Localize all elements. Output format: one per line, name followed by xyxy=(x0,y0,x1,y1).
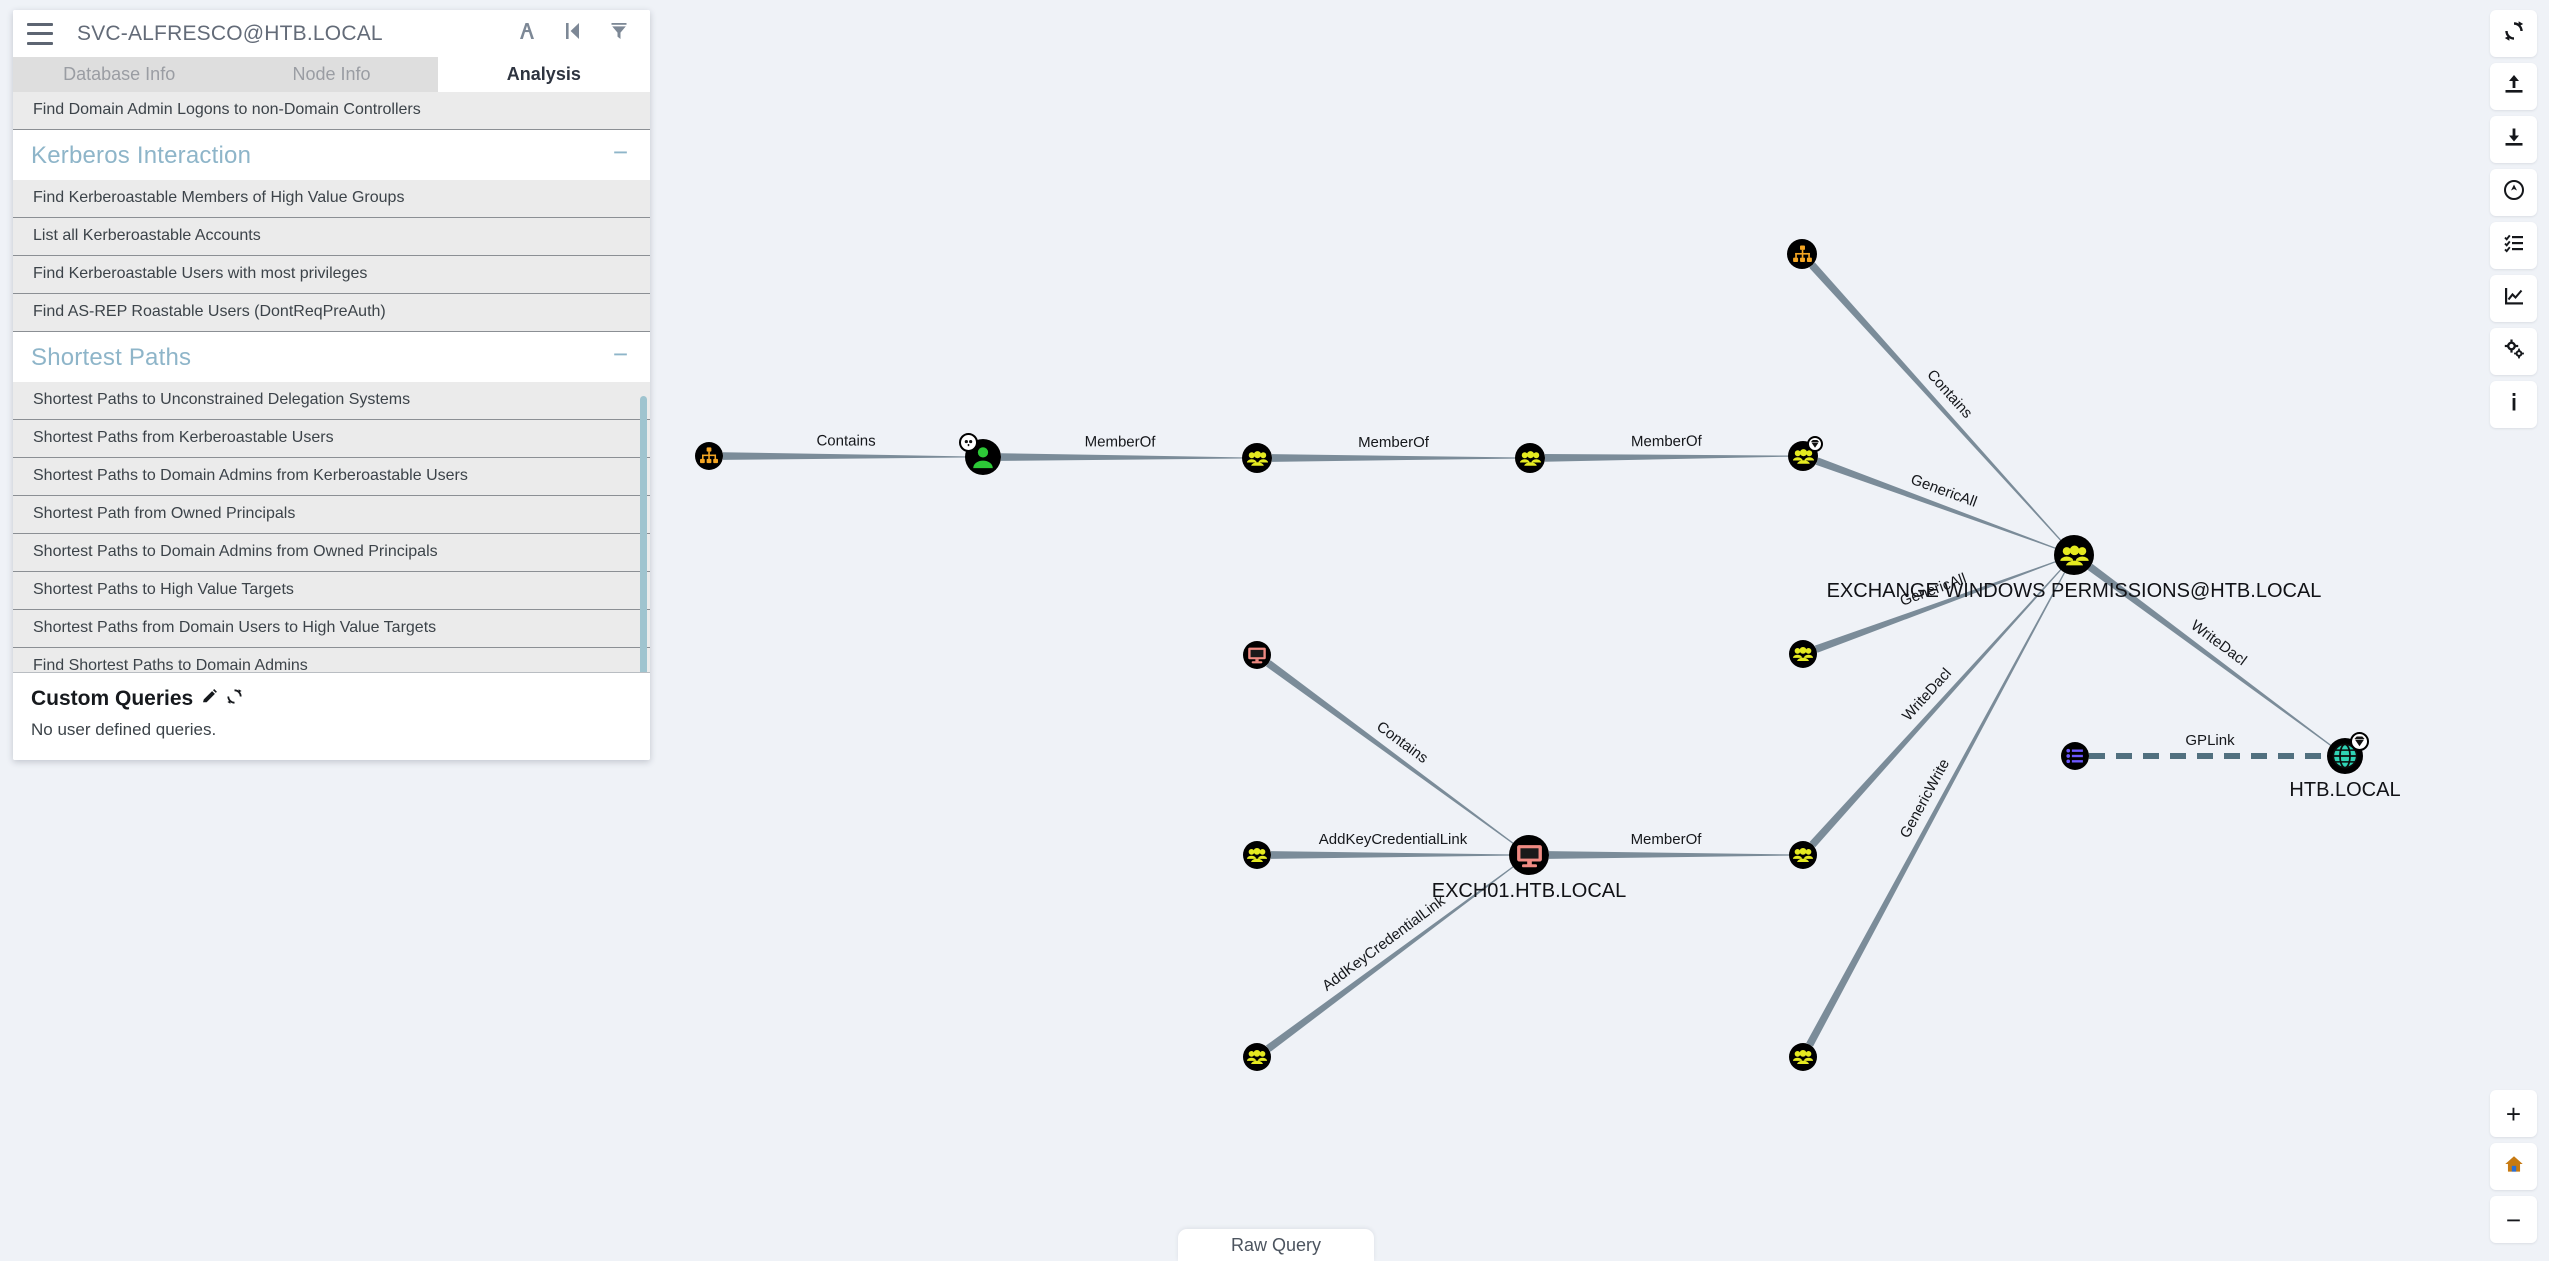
chart-line-icon xyxy=(2502,284,2526,313)
raw-query-button[interactable]: Raw Query xyxy=(1178,1229,1374,1261)
gears-icon xyxy=(2502,337,2526,366)
query-item[interactable]: Shortest Paths to Unconstrained Delegati… xyxy=(13,382,650,420)
graph-node-ou[interactable] xyxy=(1787,239,1817,269)
custom-queries-title: Custom Queries xyxy=(31,687,194,710)
checklist-button[interactable] xyxy=(2490,222,2537,269)
edge-label: MemberOf xyxy=(1085,433,1157,450)
zoom-in-button[interactable]: + xyxy=(2490,1090,2537,1137)
upload-icon xyxy=(2502,72,2526,101)
graph-node-computer[interactable] xyxy=(1509,835,1549,875)
zoom-controls: + − xyxy=(2490,1090,2537,1243)
query-item[interactable]: Shortest Paths from Kerberoastable Users xyxy=(13,420,650,458)
refresh-icon xyxy=(2502,19,2526,48)
edge-label: GenericAll xyxy=(1908,471,1979,511)
gears-button[interactable] xyxy=(2490,328,2537,375)
custom-queries-empty-text: No user defined queries. xyxy=(31,720,217,739)
query-item[interactable]: Shortest Paths to Domain Admins from Own… xyxy=(13,534,650,572)
right-toolbar xyxy=(2490,10,2537,428)
tab-node-info[interactable]: Node Info xyxy=(292,64,371,84)
edge-label: Contains xyxy=(816,432,875,449)
query-section-title: Kerberos Interaction xyxy=(31,142,252,169)
graph-node-group[interactable] xyxy=(1789,1043,1817,1071)
left-panel: SVC-ALFRESCO@HTB.LOCAL xyxy=(13,10,650,760)
upload-button[interactable] xyxy=(2490,63,2537,110)
chart-line-button[interactable] xyxy=(2490,275,2537,322)
graph-node-group[interactable] xyxy=(1243,841,1271,869)
checklist-icon xyxy=(2502,231,2526,260)
graph-node-group[interactable] xyxy=(1243,1043,1271,1071)
graph-node-group[interactable] xyxy=(1789,841,1817,869)
edge-label: MemberOf xyxy=(1631,831,1703,848)
tab-database-info[interactable]: Database Info xyxy=(63,64,176,84)
header-icon-group xyxy=(516,20,636,47)
query-item[interactable]: Find Kerberoastable Users with most priv… xyxy=(13,256,650,294)
query-section-header-kerberos-interaction[interactable]: Kerberos Interaction − xyxy=(13,130,650,180)
zoom-out-button[interactable]: − xyxy=(2490,1196,2537,1243)
refresh-button[interactable] xyxy=(2490,10,2537,57)
query-item[interactable]: Find Shortest Paths to Domain Admins xyxy=(13,648,650,672)
graph-node-group[interactable] xyxy=(1242,443,1272,473)
query-item-domain-admin-logons[interactable]: Find Domain Admin Logons to non-Domain C… xyxy=(13,92,650,130)
query-item[interactable]: Shortest Paths to High Value Targets xyxy=(13,572,650,610)
panel-header: SVC-ALFRESCO@HTB.LOCAL xyxy=(13,10,650,57)
download-icon xyxy=(2502,125,2526,154)
home-icon xyxy=(2503,1153,2525,1180)
hamburger-menu-icon[interactable] xyxy=(27,22,53,45)
edge-label: MemberOf xyxy=(1358,434,1430,451)
collapse-toggle-icon[interactable]: − xyxy=(612,137,628,167)
edge-label: GPLink xyxy=(2185,732,2235,749)
graph-node-computer[interactable] xyxy=(1243,641,1271,669)
query-section-header-shortest-paths[interactable]: Shortest Paths − xyxy=(13,332,650,382)
query-item[interactable]: Shortest Path from Owned Principals xyxy=(13,496,650,534)
panel-scrollbar[interactable] xyxy=(640,176,647,672)
query-sections: Kerberos Interaction − Find Kerberoastable… xyxy=(13,130,650,672)
query-item[interactable]: Shortest Paths from Domain Users to High… xyxy=(13,610,650,648)
filter-icon[interactable] xyxy=(608,20,630,47)
query-item[interactable]: Shortest Paths to Domain Admins from Ker… xyxy=(13,458,650,496)
query-section-title: Shortest Paths xyxy=(31,344,192,371)
edge-label: AddKeyCredentialLink xyxy=(1319,892,1449,994)
owned-skull-badge-icon xyxy=(959,433,979,453)
collapse-toggle-icon[interactable]: − xyxy=(612,339,628,369)
refresh-icon[interactable] xyxy=(226,688,243,710)
page-title: SVC-ALFRESCO@HTB.LOCAL xyxy=(77,21,383,45)
edge-label: AddKeyCredentialLink xyxy=(1319,831,1468,848)
tab-bar: Database Info Node Info Analysis xyxy=(13,57,650,92)
download-button[interactable] xyxy=(2490,116,2537,163)
edge-label: GenericAll xyxy=(1898,570,1969,610)
zoom-in-button-glyph: + xyxy=(2505,1098,2522,1129)
edge-label: MemberOf xyxy=(1631,433,1703,451)
graph-node-domain[interactable] xyxy=(2327,738,2363,774)
info-button[interactable] xyxy=(2490,381,2537,428)
graph-node-group[interactable] xyxy=(2054,535,2094,575)
graph-node-gpo[interactable] xyxy=(2061,742,2089,770)
high-value-diamond-badge-icon xyxy=(1807,435,1824,452)
high-value-diamond-badge-icon xyxy=(2350,731,2370,751)
target-button[interactable] xyxy=(2490,169,2537,216)
node-collapse-icon[interactable] xyxy=(562,20,584,47)
pathfinding-icon[interactable] xyxy=(516,20,538,47)
query-item[interactable]: Find AS-REP Roastable Users (DontReqPreA… xyxy=(13,294,650,332)
custom-queries-header: Custom Queries xyxy=(31,687,632,711)
pencil-icon[interactable] xyxy=(201,688,218,710)
target-icon xyxy=(2502,178,2526,207)
custom-queries-section: Custom Queries No user define xyxy=(13,672,650,760)
graph-node-ou[interactable] xyxy=(695,442,723,470)
query-item[interactable]: List all Kerberoastable Accounts xyxy=(13,218,650,256)
graph-node-group[interactable] xyxy=(1788,441,1818,471)
zoom-out-button-glyph: − xyxy=(2505,1204,2522,1235)
graph-node-group[interactable] xyxy=(1789,640,1817,668)
scrollbar-thumb[interactable] xyxy=(640,396,647,672)
analysis-panel-body[interactable]: Find Domain Admin Logons to non-Domain C… xyxy=(13,92,650,672)
tab-analysis[interactable]: Analysis xyxy=(437,57,650,92)
graph-node-group[interactable] xyxy=(1515,443,1545,473)
query-item[interactable]: Find Kerberoastable Members of High Valu… xyxy=(13,180,650,218)
home-button[interactable] xyxy=(2490,1143,2537,1190)
info-icon xyxy=(2502,390,2526,419)
